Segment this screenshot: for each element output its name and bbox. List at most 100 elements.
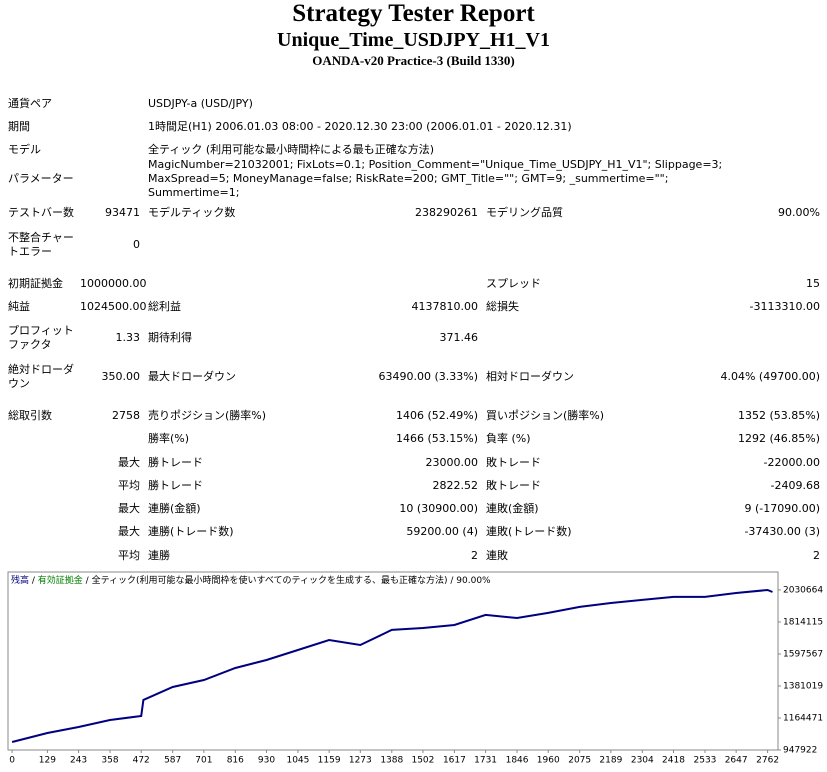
stat-label: 初期証拠金 bbox=[8, 277, 63, 290]
x-tick-label: 2533 bbox=[694, 756, 717, 766]
report-title: Strategy Tester Report bbox=[292, 0, 535, 27]
stat-value: -2409.68 bbox=[770, 479, 820, 492]
x-tick-label: 930 bbox=[258, 756, 275, 766]
stat-label: モデルティック数 bbox=[148, 206, 236, 219]
legend-quality: 90.00% bbox=[456, 576, 491, 586]
stat-value: 238290261 bbox=[415, 206, 478, 219]
info-label: モデル bbox=[8, 143, 41, 156]
stat-value: 2 bbox=[813, 549, 820, 562]
info-label: 期間 bbox=[8, 120, 30, 133]
x-tick-label: 701 bbox=[195, 756, 212, 766]
stat-label: 総利益 bbox=[148, 300, 181, 313]
x-tick-label: 1388 bbox=[380, 756, 403, 766]
stat-label: 勝トレード bbox=[148, 456, 203, 469]
stat-label: 不整合チャートエラー bbox=[8, 231, 74, 258]
y-tick-label: 947922 bbox=[783, 746, 817, 756]
stat-value: 10 (30900.00) bbox=[399, 502, 478, 515]
y-tick-label: 2030664 bbox=[783, 585, 823, 595]
stat-label: 連勝(金額) bbox=[148, 502, 201, 515]
x-tick-label: 1045 bbox=[286, 756, 309, 766]
stat-label: 勝トレード bbox=[148, 479, 203, 492]
x-tick-label: 0 bbox=[9, 756, 15, 766]
stat-value: 1.33 bbox=[115, 331, 141, 344]
stat-label: 敗トレード bbox=[486, 456, 541, 469]
stat-label: スプレッド bbox=[486, 277, 541, 290]
stat-value: 4137810.00 bbox=[411, 300, 478, 313]
stat-value: 1000000.00 bbox=[80, 277, 147, 290]
stat-value: 2 bbox=[471, 549, 478, 562]
stat-value: 平均 bbox=[118, 479, 140, 492]
legend-separator: / bbox=[83, 576, 92, 586]
balance-line bbox=[11, 588, 773, 743]
info-value: MagicNumber=21032001; FixLots=0.1; Posit… bbox=[148, 158, 723, 199]
info-label: パラメーター bbox=[8, 172, 74, 185]
stat-value: 90.00% bbox=[778, 206, 820, 219]
stat-value: 最大 bbox=[118, 456, 140, 469]
stat-value: 0 bbox=[133, 238, 140, 251]
x-tick-label: 2189 bbox=[599, 756, 622, 766]
legend: 残高 / 有効証拠金 / 全ティック(利用可能な最小時間枠を使いすべてのティック… bbox=[11, 574, 491, 586]
stat-value: -37430.00 (3) bbox=[744, 525, 820, 538]
stat-label: モデリング品質 bbox=[486, 206, 563, 219]
stat-value: 63490.00 (3.33%) bbox=[378, 370, 478, 383]
x-tick-label: 2762 bbox=[756, 756, 779, 766]
stat-value: 最大 bbox=[118, 525, 140, 538]
stat-value: 2758 bbox=[112, 409, 140, 422]
info-value: USDJPY-a (USD/JPY) bbox=[148, 97, 253, 110]
y-tick-label: 1164471 bbox=[783, 713, 823, 723]
stat-value: 350.00 bbox=[101, 370, 141, 383]
stat-label: 最大ドローダウン bbox=[148, 370, 236, 383]
y-tick-label: 1814115 bbox=[783, 617, 823, 627]
x-tick-label: 2075 bbox=[568, 756, 591, 766]
stat-label: 連敗(金額) bbox=[486, 502, 539, 515]
stat-label: テストバー数 bbox=[8, 206, 74, 219]
stat-value: 23000.00 bbox=[425, 456, 479, 469]
stat-value: -3113310.00 bbox=[749, 300, 820, 313]
plot-frame bbox=[7, 571, 779, 751]
report-subtitle: Unique_Time_USDJPY_H1_V1 bbox=[277, 29, 550, 51]
x-tick-label: 1960 bbox=[537, 756, 560, 766]
legend-entry: 有効証拠金 bbox=[38, 574, 83, 586]
x-tick-label: 1846 bbox=[506, 756, 529, 766]
y-tick-label: 1381019 bbox=[783, 681, 823, 691]
x-tick-label: 243 bbox=[70, 756, 87, 766]
info-label: 通貨ペア bbox=[8, 97, 52, 110]
y-tick-label: 1597567 bbox=[783, 649, 823, 659]
x-tick-label: 472 bbox=[133, 756, 150, 766]
legend-model: 全ティック(利用可能な最小時間枠を使いすべてのティックを生成する、最も正確な方法… bbox=[92, 574, 448, 586]
x-tick-label: 816 bbox=[227, 756, 244, 766]
stat-value: 15 bbox=[806, 277, 820, 290]
stat-value: 1024500.00 bbox=[80, 300, 147, 313]
stat-label: 連敗 bbox=[486, 549, 508, 562]
stat-label: 連敗(トレード数) bbox=[486, 525, 572, 538]
stat-label: 相対ドローダウン bbox=[486, 370, 574, 383]
stat-value: 最大 bbox=[118, 502, 140, 515]
stat-label: 勝率(%) bbox=[148, 432, 190, 445]
x-tick-label: 2418 bbox=[662, 756, 685, 766]
x-tick-label: 587 bbox=[164, 756, 181, 766]
stat-value: 9 (-17090.00) bbox=[744, 502, 820, 515]
stat-label: 敗トレード bbox=[486, 479, 541, 492]
info-value: 1時間足(H1) 2006.01.03 08:00 - 2020.12.30 2… bbox=[148, 120, 572, 133]
stat-label: 純益 bbox=[8, 300, 30, 313]
stat-value: 93471 bbox=[105, 206, 140, 219]
legend-entry: 残高 bbox=[11, 574, 29, 586]
balance-chart: 残高 / 有効証拠金 / 全ティック(利用可能な最小時間枠を使いすべてのティック… bbox=[7, 571, 823, 766]
stat-label: 買いポジション(勝率%) bbox=[486, 409, 605, 422]
stat-value: 1406 (52.49%) bbox=[395, 409, 478, 422]
stat-value: 1352 (53.85%) bbox=[737, 409, 820, 422]
stat-label: 連勝 bbox=[148, 549, 170, 562]
legend-separator: / bbox=[29, 576, 38, 586]
stat-label: 連勝(トレード数) bbox=[148, 525, 234, 538]
stat-value: 371.46 bbox=[439, 331, 479, 344]
stat-value: 1292 (46.85%) bbox=[737, 432, 820, 445]
stat-value: 2822.52 bbox=[432, 479, 479, 492]
x-tick-label: 2647 bbox=[725, 756, 748, 766]
stat-label: 総損失 bbox=[486, 300, 519, 313]
info-value: 全ティック (利用可能な最小時間枠による最も正確な方法) bbox=[148, 143, 435, 156]
x-tick-label: 2304 bbox=[631, 756, 654, 766]
stat-value: -22000.00 bbox=[763, 456, 820, 469]
x-tick-label: 358 bbox=[101, 756, 118, 766]
server: OANDA-v20 Practice-3 (Build 1330) bbox=[312, 53, 515, 68]
